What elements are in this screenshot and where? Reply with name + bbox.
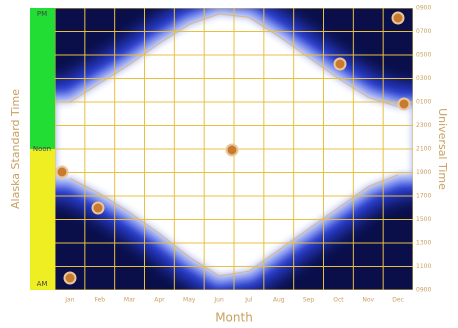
y2-tick-label: 1100 xyxy=(416,263,431,270)
y2-axis-label: Universal Time xyxy=(436,108,449,190)
y2-tick-label: 0700 xyxy=(416,28,431,35)
x-tick-label: Jan xyxy=(64,297,74,304)
x-tick-label: Dec xyxy=(392,297,404,304)
y-tick-label: PM xyxy=(37,10,47,18)
x-axis-label: Month xyxy=(215,311,253,325)
event-marker xyxy=(397,97,411,111)
x-tick-label: Aug xyxy=(273,297,285,304)
event-marker xyxy=(63,271,77,285)
am-band xyxy=(30,149,55,290)
x-tick-label: Apr xyxy=(154,297,165,304)
y-tick-label: AM xyxy=(37,280,48,288)
y-tick-label: Noon xyxy=(33,145,51,153)
x-tick-label: Feb xyxy=(94,297,105,304)
event-marker xyxy=(55,165,69,179)
y2-tick-label: 1700 xyxy=(416,193,431,200)
y2-tick-label: 0100 xyxy=(416,99,431,106)
y2-tick-label: 0900 xyxy=(416,287,431,294)
x-tick-label: Jul xyxy=(244,297,253,304)
x-tick-label: May xyxy=(183,297,196,304)
y2-tick-label: 2300 xyxy=(416,122,431,129)
y2-tick-label: 1300 xyxy=(416,240,431,247)
x-tick-label: Mar xyxy=(124,297,136,304)
y-axis-label: Alaska Standard Time xyxy=(9,89,22,209)
x-tick-label: Jun xyxy=(213,297,224,304)
y2-tick-label: 0500 xyxy=(416,52,431,59)
y2-tick-label: 2100 xyxy=(416,146,431,153)
event-marker xyxy=(225,143,239,157)
y2-tick-label: 0300 xyxy=(416,75,431,82)
y2-tick-label: 0900 xyxy=(416,5,431,12)
event-marker xyxy=(91,201,105,215)
event-marker xyxy=(391,11,405,25)
y2-tick-label: 1500 xyxy=(416,216,431,223)
pm-band xyxy=(30,8,55,149)
daylight-curve xyxy=(69,174,399,277)
daylight-curve xyxy=(69,13,399,108)
x-tick-label: Oct xyxy=(333,297,344,304)
x-tick-label: Nov xyxy=(362,297,374,304)
y2-tick-label: 1900 xyxy=(416,169,431,176)
x-tick-label: Sep xyxy=(303,297,315,304)
event-marker xyxy=(333,57,347,71)
event-markers xyxy=(55,11,411,285)
